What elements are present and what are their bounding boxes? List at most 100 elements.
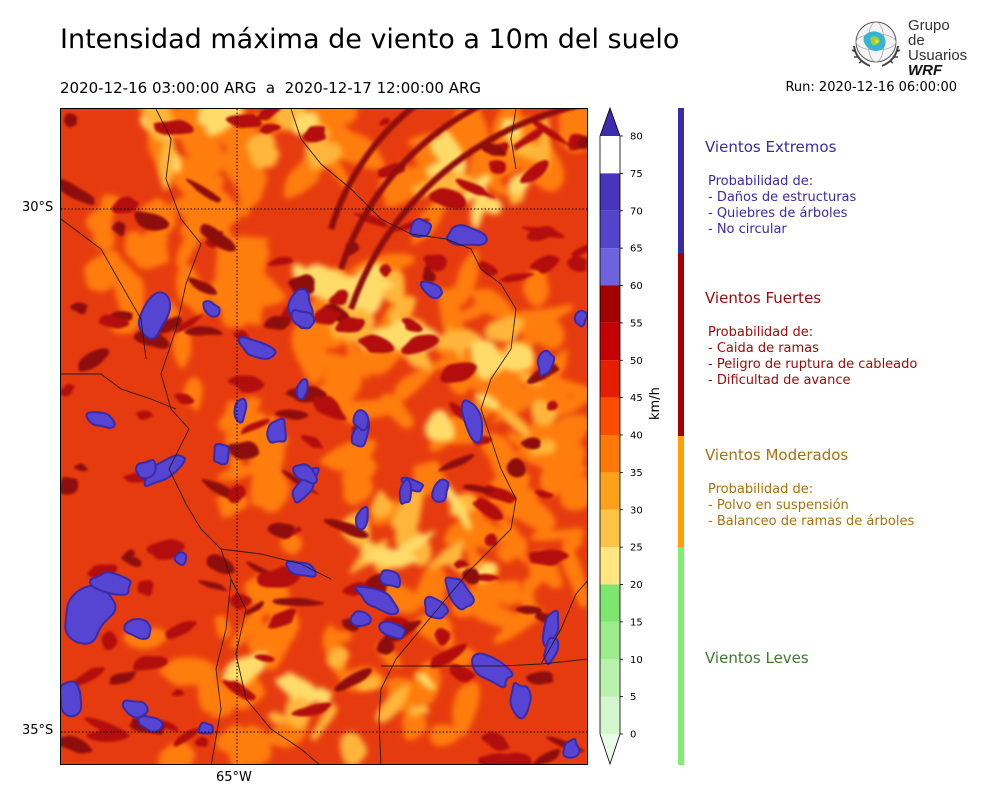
category-moderate-item: - Balanceo de ramas de árboles: [708, 514, 915, 529]
colorbar-tick-label: 75: [630, 169, 643, 180]
dark-wind-streak: [263, 316, 291, 330]
colorbar-tick-label: 35: [630, 468, 643, 479]
extreme-wind-patch: [137, 714, 164, 733]
dark-wind-streak: [438, 453, 475, 472]
dark-wind-streak: [484, 533, 498, 547]
dark-wind-streak: [423, 254, 447, 272]
orange-wind-cell: [159, 657, 219, 687]
dark-wind-streak: [225, 114, 262, 128]
moderate-wind-cell: [408, 702, 430, 718]
colorbar-bin: [600, 360, 620, 398]
dark-wind-streak: [86, 730, 130, 742]
dark-wind-streak: [268, 608, 296, 629]
dark-wind-streak: [259, 123, 281, 135]
dark-wind-streak: [379, 264, 392, 277]
orange-wind-cell: [470, 288, 517, 322]
extreme-wind-patch: [123, 617, 152, 640]
orange-wind-cell: [452, 681, 480, 737]
colorbar: 0 5 10 15 20 25 30 35 40 45 50 55 60 65 70 75 80: [596, 106, 656, 768]
category-strong-prob-title: Probabilidad de:: [708, 325, 814, 340]
dark-wind-streak: [229, 593, 252, 610]
category-extreme-item: - No circular: [708, 222, 787, 237]
extreme-wind-patch: [61, 680, 83, 718]
category-light: Vientos Leves: [705, 649, 809, 667]
moderate-wind-cell: [479, 197, 502, 215]
extreme-wind-patch: [573, 309, 587, 328]
moderate-wind-cell: [197, 109, 220, 126]
dark-wind-streak: [136, 410, 154, 420]
map-field: [61, 109, 587, 764]
moderate-wind-cell: [311, 687, 333, 705]
moderate-wind-cell: [364, 546, 418, 569]
dark-wind-streak: [529, 255, 560, 274]
dark-wind-streak: [222, 680, 256, 701]
dark-wind-streak: [70, 667, 105, 687]
dark-wind-streak: [547, 400, 559, 411]
dark-wind-streak: [267, 256, 294, 266]
category-strong-name: Vientos Fuertes: [705, 289, 822, 307]
colorbar-bin: [600, 472, 620, 510]
category-bar-moderate: [678, 436, 684, 547]
wind-intensity-map: [60, 108, 588, 765]
colorbar-tick-label: 5: [630, 692, 636, 703]
dark-wind-streak: [357, 334, 395, 354]
dark-wind-streak: [61, 178, 94, 204]
dark-wind-streak: [521, 226, 565, 239]
dark-wind-streak: [121, 555, 142, 567]
extreme-wind-patch: [352, 409, 370, 432]
dark-wind-streak: [240, 418, 271, 435]
colorbar-bin: [600, 659, 620, 697]
extreme-wind-patch: [173, 551, 188, 566]
extreme-wind-patch: [233, 397, 248, 424]
colorbar-tick-label: 20: [630, 580, 643, 591]
orange-wind-cell: [513, 496, 556, 537]
orange-wind-cell: [172, 326, 192, 369]
orange-wind-cell: [320, 109, 358, 124]
dark-wind-streak: [78, 348, 110, 372]
dark-wind-streak: [484, 732, 510, 751]
extreme-wind-patch: [88, 571, 132, 596]
orange-wind-cell: [237, 170, 268, 206]
dark-wind-streak: [535, 489, 554, 499]
dark-wind-streak: [109, 671, 137, 685]
dark-wind-streak: [520, 437, 541, 450]
logo-text: Grupo de Usuarios WRF: [908, 18, 968, 78]
colorbar-bin: [600, 285, 620, 323]
moderate-wind-cell: [387, 296, 417, 322]
moderate-wind-cell: [428, 540, 465, 570]
orange-wind-cell: [176, 263, 209, 316]
dark-wind-streak: [429, 643, 467, 669]
moderate-wind-cell: [246, 135, 280, 168]
dark-wind-streak: [61, 735, 93, 754]
dark-wind-streak: [111, 221, 126, 237]
colorbar-bin: [600, 584, 620, 622]
dark-wind-streak: [61, 384, 75, 397]
extreme-wind-patch: [419, 280, 443, 300]
dark-wind-streak: [512, 125, 548, 151]
extreme-wind-patch: [349, 610, 372, 627]
dark-wind-streak: [401, 334, 440, 355]
extreme-wind-patch: [460, 399, 484, 444]
colorbar-tick-label: 0: [630, 730, 636, 741]
extreme-wind-patch: [355, 585, 400, 616]
moderate-wind-cell: [529, 439, 556, 456]
colorbar-bin: [600, 248, 620, 286]
extreme-wind-patch: [198, 721, 214, 735]
moderate-wind-cell: [440, 482, 472, 532]
moderate-wind-cell: [268, 711, 287, 725]
moderate-wind-cell: [470, 187, 488, 229]
dark-wind-streak: [506, 458, 526, 478]
orange-wind-cell: [551, 376, 587, 402]
colorbar-bin: [600, 210, 620, 249]
moderate-wind-cell: [424, 409, 455, 442]
dark-wind-streak: [422, 265, 436, 283]
run-timestamp: Run: 2020-12-16 06:00:00: [785, 80, 957, 95]
extreme-wind-patch: [444, 576, 475, 611]
dark-wind-streak: [288, 274, 315, 296]
category-extreme: Vientos Extremos Probabilidad de: - Daño…: [705, 138, 856, 238]
dark-wind-streak: [440, 362, 477, 383]
colorbar-bin: [600, 322, 620, 361]
extreme-wind-patch: [398, 478, 413, 505]
colorbar-unit-label: km/h: [648, 387, 663, 420]
dark-wind-streak: [323, 518, 369, 539]
